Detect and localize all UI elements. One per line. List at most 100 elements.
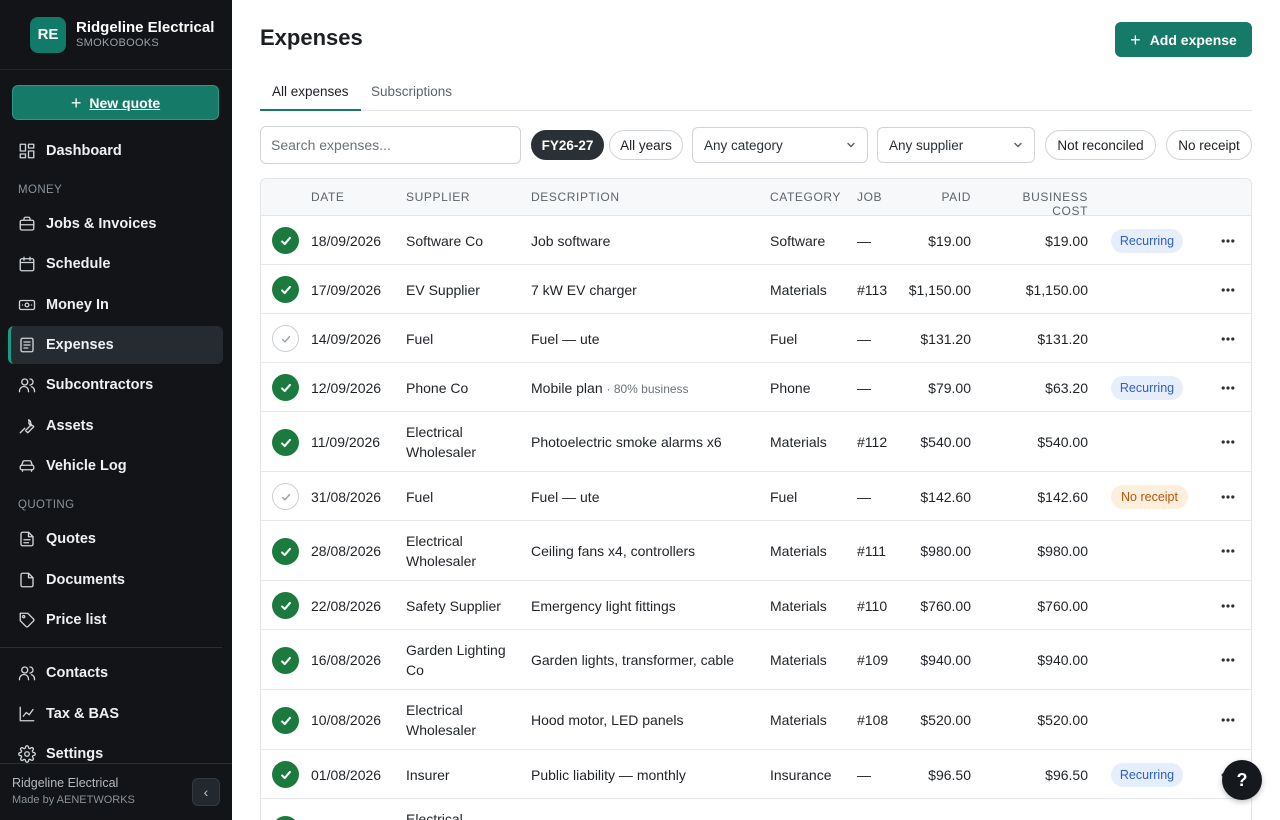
cell-date: 12/09/2026 (311, 380, 382, 396)
filter-all-years[interactable]: All years (609, 130, 683, 160)
table-row[interactable]: 12/09/2026 Phone Co Mobile plan · 80% busi… (261, 363, 1251, 412)
sidebar-item-subcontractors[interactable]: Subcontractors (8, 366, 223, 404)
reconcile-check-icon[interactable] (272, 227, 299, 254)
main-content: Expenses + Add expense All expenses Subs… (232, 0, 1280, 820)
table-row[interactable]: 14/09/2026 Fuel Fuel — ute Fuel — $131.20 $131… (261, 314, 1251, 363)
sidebar-item-label: Expenses (46, 337, 114, 353)
add-expense-button[interactable]: + Add expense (1115, 22, 1252, 57)
cell-paid: $540.00 (920, 434, 971, 450)
row-actions-button[interactable] (1218, 231, 1238, 251)
sidebar-item-settings[interactable]: Settings (8, 735, 223, 773)
filter-not-reconciled[interactable]: Not reconciled (1045, 130, 1156, 160)
column-supplier: SUPPLIER (406, 190, 471, 204)
sidebar-item-vehicle-log[interactable]: Vehicle Log (8, 447, 223, 485)
help-button[interactable]: ? (1222, 760, 1262, 800)
sidebar-item-tax[interactable]: Tax & BAS (8, 695, 223, 733)
category-select[interactable]: Any category (692, 127, 868, 163)
table-row[interactable]: 17/09/2026 EV Supplier 7 kW EV charger Mate… (261, 265, 1251, 314)
sidebar-item-expenses[interactable]: Expenses (8, 326, 223, 364)
sidebar-item-jobs[interactable]: Jobs & Invoices (8, 205, 223, 243)
row-actions-button[interactable] (1218, 710, 1238, 730)
new-quote-button[interactable]: + New quote (12, 85, 219, 120)
sidebar-item-price-list[interactable]: Price list (8, 601, 223, 639)
cell-date: 17/09/2026 (311, 282, 382, 298)
plus-icon: + (70, 92, 82, 113)
cell-supplier: Electrical Wholesaler (406, 424, 477, 460)
filter-no-receipt[interactable]: No receipt (1166, 130, 1252, 160)
reconcile-check-icon[interactable] (272, 816, 299, 820)
row-actions-button[interactable] (1218, 487, 1238, 507)
row-actions-button[interactable] (1218, 541, 1238, 561)
brand-subtitle: SMOKOBOOKS (76, 37, 160, 49)
table-row[interactable]: 28/08/2026 Electrical Wholesaler Ceiling f… (261, 521, 1251, 581)
row-actions-button[interactable] (1218, 650, 1238, 670)
sidebar-item-money-in[interactable]: Money In (8, 286, 223, 324)
sidebar-item-assets[interactable]: Assets (8, 407, 223, 445)
reconcile-check-icon[interactable] (272, 374, 299, 401)
row-actions-button[interactable] (1218, 280, 1238, 300)
file-icon (18, 571, 36, 589)
table-row[interactable]: 22/08/2026 Safety Supplier Emergency light… (261, 581, 1251, 630)
cell-category: Materials (770, 712, 827, 728)
row-actions-button[interactable] (1218, 378, 1238, 398)
collapse-sidebar-button[interactable]: ‹ (192, 778, 220, 806)
reconcile-check-icon[interactable] (272, 429, 299, 456)
cell-paid: $96.50 (928, 767, 971, 783)
cell-description: Emergency light fittings (531, 598, 676, 614)
reconcile-check-icon[interactable] (272, 325, 299, 352)
tab-all-expenses[interactable]: All expenses (260, 84, 361, 111)
table-row[interactable]: 01/08/2026 Insurer Public liability — mont… (261, 750, 1251, 799)
reconcile-check-icon[interactable] (272, 592, 299, 619)
table-row[interactable]: Electrical (261, 799, 1251, 820)
supplier-select[interactable]: Any supplier (877, 127, 1035, 163)
wrench-icon (18, 417, 36, 435)
sidebar-item-documents[interactable]: Documents (8, 561, 223, 599)
tab-subscriptions[interactable]: Subscriptions (371, 84, 453, 99)
cell-date: 10/08/2026 (311, 712, 382, 728)
plus-icon: + (1130, 29, 1141, 50)
reconcile-check-icon[interactable] (272, 647, 299, 674)
more-horizontal-icon (1221, 386, 1235, 390)
nav-section-money: MONEY (18, 184, 63, 196)
cell-category: Fuel (770, 489, 798, 505)
cell-business-cost: $760.00 (1037, 598, 1088, 614)
row-actions-button[interactable] (1218, 432, 1238, 452)
description-text: Photoelectric smoke alarms x6 (531, 434, 722, 450)
cell-paid: $1,150.00 (908, 282, 971, 298)
chevron-down-icon (1014, 142, 1022, 148)
sidebar-item-label: Vehicle Log (46, 458, 127, 474)
table-row[interactable]: 18/09/2026 Software Co Job software Softwar… (261, 216, 1251, 265)
cell-business-cost: $980.00 (1037, 543, 1088, 559)
cell-business-cost: $540.00 (1037, 434, 1088, 450)
table-row[interactable]: 10/08/2026 Electrical Wholesaler Hood moto… (261, 690, 1251, 750)
more-horizontal-icon (1221, 440, 1235, 444)
cell-description: Public liability — monthly (531, 767, 686, 783)
cell-job: #110 (857, 598, 888, 614)
sidebar-item-dashboard[interactable]: Dashboard (8, 132, 223, 170)
reconcile-check-icon[interactable] (272, 483, 299, 510)
sidebar-item-quotes[interactable]: Quotes (8, 520, 223, 558)
filter-fy26-27[interactable]: FY26-27 (531, 130, 604, 160)
row-actions-button[interactable] (1218, 596, 1238, 616)
cell-category: Software (770, 233, 826, 249)
reconcile-check-icon[interactable] (272, 707, 299, 734)
table-row[interactable]: 16/08/2026 Garden Lighting Co Garden light… (261, 630, 1251, 690)
search-input[interactable] (260, 126, 521, 164)
cell-supplier: EV Supplier (406, 282, 480, 298)
briefcase-icon (18, 215, 36, 233)
column-business-cost: BUSINESS COST (1022, 190, 1088, 218)
reconcile-check-icon[interactable] (272, 276, 299, 303)
sidebar-item-label: Tax & BAS (46, 706, 120, 722)
table-row[interactable]: 31/08/2026 Fuel Fuel — ute Fuel — $142.60 $142… (261, 472, 1251, 521)
table-row[interactable]: 11/09/2026 Electrical Wholesaler Photoelec… (261, 412, 1251, 472)
cell-description: Garden lights, transformer, cable (531, 652, 734, 668)
sidebar-item-schedule[interactable]: Schedule (8, 245, 223, 283)
cell-category: Materials (770, 282, 827, 298)
sidebar-item-label: Documents (46, 572, 125, 588)
cell-supplier: Electrical (406, 811, 463, 820)
row-actions-button[interactable] (1218, 329, 1238, 349)
reconcile-check-icon[interactable] (272, 761, 299, 788)
reconcile-check-icon[interactable] (272, 538, 299, 565)
cell-paid: $940.00 (920, 652, 971, 668)
sidebar-item-contacts[interactable]: Contacts (8, 654, 223, 692)
